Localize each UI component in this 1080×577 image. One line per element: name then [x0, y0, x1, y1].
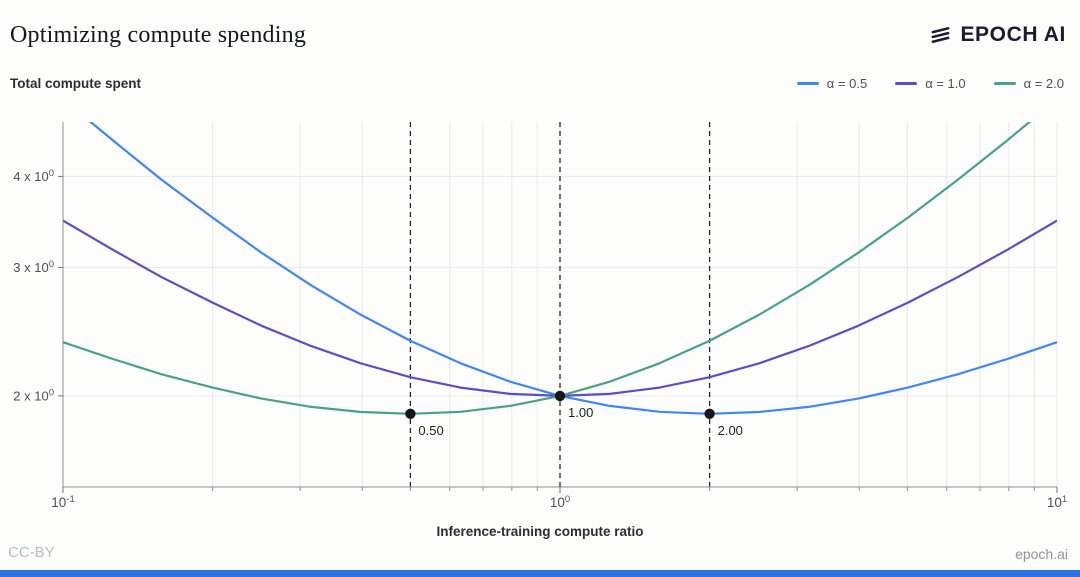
epoch-logo-icon	[932, 26, 950, 43]
gridlines	[62, 122, 1058, 487]
legend-label: α = 0.5	[826, 76, 868, 91]
epoch-ai-logo: EPOCH AI	[929, 23, 1066, 47]
optimum-guide-lines	[409, 122, 711, 487]
site-link[interactable]: epoch.ai	[1015, 546, 1068, 562]
optimum-dot-2	[704, 408, 715, 419]
legend-swatch	[796, 82, 819, 85]
optimum-dot-0	[405, 408, 416, 419]
legend-item-1[interactable]: α = 1.0	[895, 76, 966, 91]
svg-text:100: 100	[550, 494, 570, 510]
optimum-dot-1	[554, 390, 566, 402]
svg-text:101: 101	[1047, 494, 1067, 510]
axes: 10-1 100 101 2 x 100 3 x 100 4 x 100	[13, 122, 1067, 510]
x-axis-title: Inference-training compute ratio	[436, 524, 644, 539]
legend-item-2[interactable]: α = 2.0	[993, 76, 1064, 91]
legend-label: α = 1.0	[925, 76, 966, 91]
y-axis-title: Total compute spent	[10, 76, 142, 91]
page-title: Optimizing compute spending	[10, 21, 307, 48]
svg-text:3 x 100: 3 x 100	[13, 259, 54, 275]
legend-label: α = 2.0	[1023, 76, 1064, 91]
epoch-logo-text: EPOCH AI	[960, 23, 1066, 46]
legend: α = 0.5 α = 1.0 α = 2.0	[796, 76, 1064, 91]
optimum-label-0: 0.50	[418, 423, 443, 438]
svg-text:4 x 100: 4 x 100	[13, 168, 54, 184]
legend-swatch	[993, 82, 1016, 85]
optimum-label-1: 1.00	[568, 405, 593, 420]
legend-item-0[interactable]: α = 0.5	[796, 76, 868, 91]
optimum-markers: 0.50 1.00 2.00	[405, 390, 743, 438]
svg-text:10-1: 10-1	[51, 494, 74, 510]
brand-bottom-bar	[0, 570, 1080, 577]
optimum-label-2: 2.00	[718, 423, 743, 438]
compute-spending-chart: 10-1 100 101 2 x 100 3 x 100 4 x 100 0.50 1.00 2…	[13, 122, 1067, 510]
header: Optimizing compute spending EPOCH AI	[0, 0, 1080, 58]
chart-subheader: Total compute spent α = 0.5 α = 1.0 α = 2.…	[10, 76, 1064, 91]
svg-text:2 x 100: 2 x 100	[13, 387, 54, 403]
legend-swatch	[895, 82, 918, 85]
license-text: CC-BY	[8, 544, 55, 561]
